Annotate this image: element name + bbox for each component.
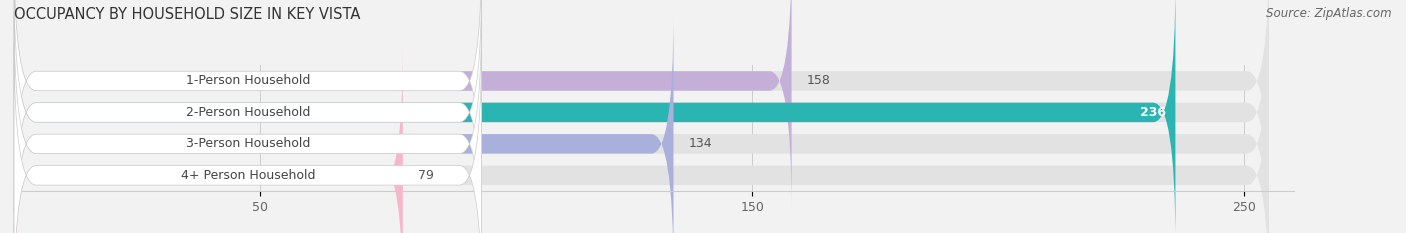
FancyBboxPatch shape — [14, 44, 404, 233]
FancyBboxPatch shape — [14, 44, 1268, 233]
FancyBboxPatch shape — [14, 0, 1268, 213]
Text: 236: 236 — [1140, 106, 1166, 119]
FancyBboxPatch shape — [14, 0, 1268, 233]
FancyBboxPatch shape — [14, 12, 481, 233]
FancyBboxPatch shape — [14, 0, 792, 213]
Text: OCCUPANCY BY HOUSEHOLD SIZE IN KEY VISTA: OCCUPANCY BY HOUSEHOLD SIZE IN KEY VISTA — [14, 7, 360, 22]
FancyBboxPatch shape — [14, 12, 673, 233]
Text: 79: 79 — [418, 169, 433, 182]
FancyBboxPatch shape — [14, 0, 1175, 233]
Text: 134: 134 — [689, 137, 711, 150]
FancyBboxPatch shape — [14, 0, 481, 213]
Text: Source: ZipAtlas.com: Source: ZipAtlas.com — [1267, 7, 1392, 20]
Text: 2-Person Household: 2-Person Household — [186, 106, 309, 119]
Text: 3-Person Household: 3-Person Household — [186, 137, 309, 150]
Text: 4+ Person Household: 4+ Person Household — [180, 169, 315, 182]
FancyBboxPatch shape — [14, 0, 481, 233]
FancyBboxPatch shape — [14, 44, 481, 233]
Text: 158: 158 — [807, 75, 830, 87]
Text: 1-Person Household: 1-Person Household — [186, 75, 309, 87]
FancyBboxPatch shape — [14, 12, 1268, 233]
